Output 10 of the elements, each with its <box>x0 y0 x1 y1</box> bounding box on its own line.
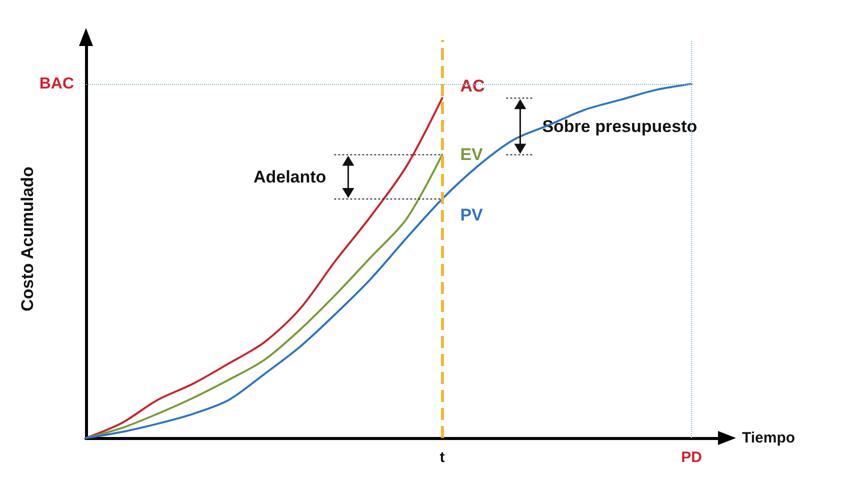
x-tick-label: PD <box>681 449 702 466</box>
series-label: PV <box>460 205 484 224</box>
x-tick-label: t <box>440 449 445 466</box>
annotation: Sobre presupuesto <box>542 116 698 136</box>
series-label: AC <box>460 76 485 96</box>
x-axis-title: Tiempo <box>742 430 796 446</box>
ref-line-label: BAC <box>39 75 74 92</box>
y-axis-title: Costo Acumulado <box>18 166 37 312</box>
series-label: EV <box>460 145 484 164</box>
annotation: Adelanto <box>253 167 326 186</box>
